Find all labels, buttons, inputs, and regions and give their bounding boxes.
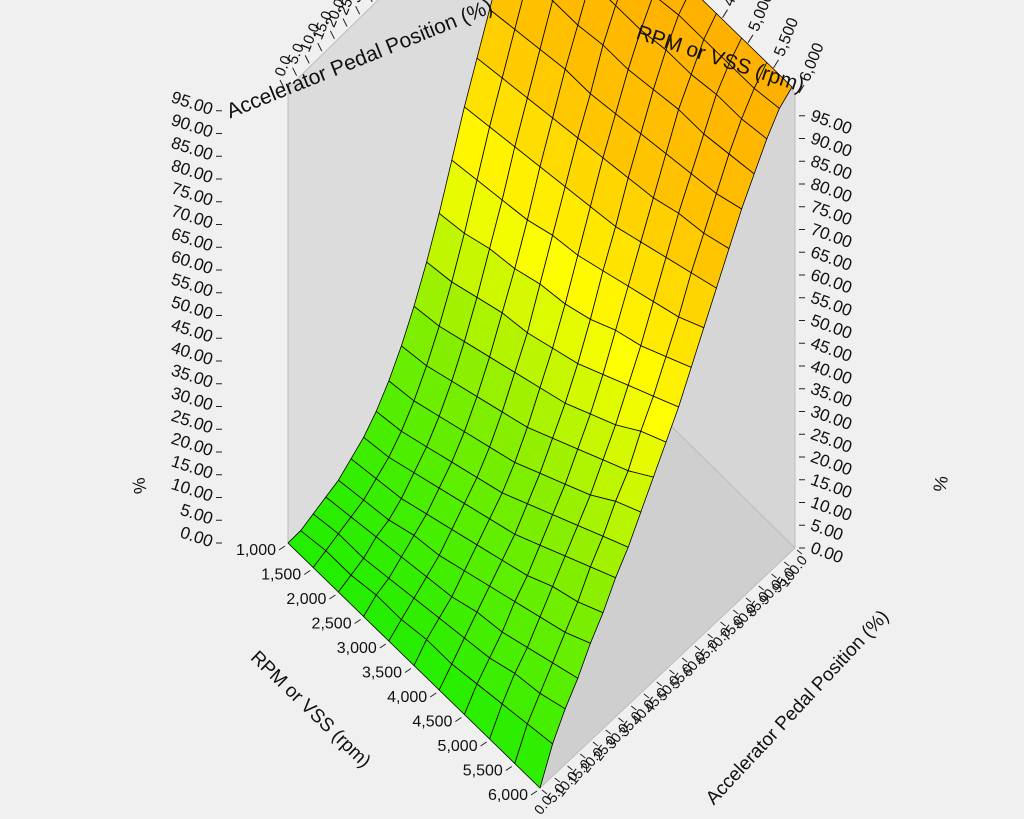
- pedal-front-tick: [643, 693, 650, 699]
- rpm-front-tick-label: 3,500: [362, 665, 402, 682]
- pedal-top-tick-label: 30.0: [347, 0, 374, 5]
- rpm-front-tick: [329, 594, 336, 600]
- rpm-top-tick: [747, 34, 754, 44]
- rpm-front-tick: [505, 766, 513, 771]
- rpm-front-tick-label: 1,500: [261, 567, 301, 584]
- rpm-top-tick: [722, 9, 728, 18]
- pedal-front-tick: [541, 789, 548, 795]
- rpm-top-tick: [798, 84, 805, 94]
- rpm-front-tick: [530, 790, 538, 796]
- pedal-front-tick: [618, 717, 624, 723]
- z-axis-title-left: %: [128, 476, 150, 495]
- rpm-front-tick: [303, 570, 311, 575]
- rpm-front-tick-label: 5,000: [438, 738, 478, 755]
- pedal-front-tick: [554, 777, 561, 783]
- pedal-front-tick: [681, 657, 688, 663]
- rpm-front-tick-label: 2,500: [312, 616, 352, 633]
- rpm-front-tick: [429, 692, 437, 698]
- rpm-top-tick-label: 5,000: [746, 0, 777, 34]
- pedal-front-tick: [707, 633, 714, 639]
- pedal-front-tick: [567, 765, 573, 771]
- pedal-top-tick: [342, 18, 348, 27]
- rpm-front-tick: [379, 643, 387, 649]
- pedal-top-tick-label: 0.0: [272, 53, 296, 79]
- rpm-front-tick: [278, 545, 286, 551]
- surface-cell: [514, 723, 553, 789]
- pedal-front-tick: [732, 609, 739, 615]
- z-axis-title-right: %: [930, 474, 952, 493]
- z-right-tick-label: 0.00: [808, 538, 846, 567]
- pedal-front-tick: [579, 753, 586, 759]
- pedal-front-tick: [669, 669, 675, 675]
- rpm-front-tick-label: 4,000: [387, 689, 427, 706]
- rpm-front-tick-label: 5,500: [463, 763, 503, 780]
- pedal-front-tick: [796, 549, 803, 555]
- pedal-front-tick: [745, 597, 752, 603]
- pedal-front-tick: [630, 705, 637, 711]
- rpm-front-tick: [455, 717, 462, 722]
- pedal-top-tick: [304, 55, 310, 64]
- rpm-top-tick-label: 4,500: [720, 0, 751, 9]
- rpm-front-tick: [480, 741, 487, 747]
- rpm-front-tick-label: 2,000: [286, 591, 326, 608]
- pedal-front-tick: [771, 573, 777, 579]
- pedal-front-tick: [592, 741, 599, 747]
- pedal-front-tick: [694, 645, 701, 651]
- rpm-front-tick-label: 4,500: [412, 714, 452, 731]
- pedal-front-tick: [720, 621, 726, 627]
- rpm-front-tick-label: 3,000: [337, 640, 377, 657]
- rpm-top-tick: [773, 59, 779, 69]
- pedal-front-tick: [605, 729, 612, 735]
- rpm-axis-title-front: RPM or VSS (rpm): [246, 647, 375, 772]
- rpm-front-tick-label: 1,000: [236, 542, 276, 559]
- rpm-front-tick-label: 6,000: [488, 787, 528, 804]
- rpm-front-tick: [404, 668, 412, 673]
- pedal-front-tick: [656, 681, 663, 687]
- pedal-top-tick: [370, 0, 373, 3]
- rpm-front-tick: [354, 619, 361, 624]
- pedal-top-tick: [317, 42, 323, 52]
- pedal-front-tick: [758, 585, 765, 591]
- pedal-top-tick: [355, 5, 361, 15]
- pedal-top-tick: [329, 30, 335, 40]
- pedal-front-tick: [783, 561, 790, 567]
- pedal-top-tick: [292, 67, 298, 76]
- rpm-top-tick-label: 5,500: [771, 15, 802, 59]
- pedal-top-tick: [279, 79, 285, 89]
- pedal-top-tick-label: 5.0: [284, 41, 308, 67]
